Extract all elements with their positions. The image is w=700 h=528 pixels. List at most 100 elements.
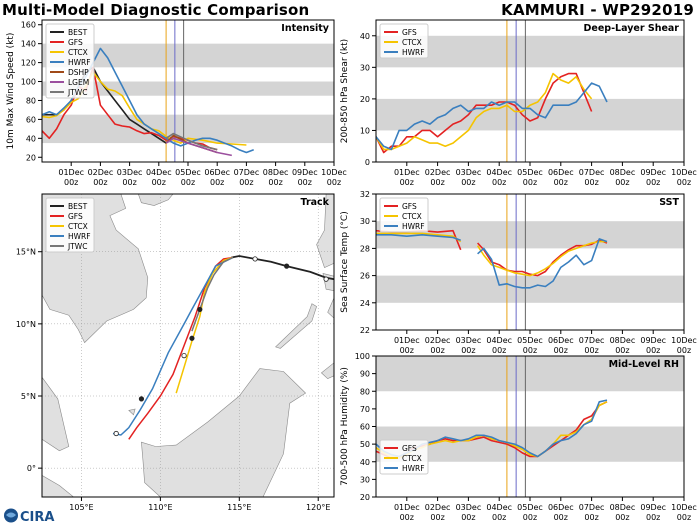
rh-xtick-label: 04Dec: [486, 503, 512, 512]
cira-logo-text: CIRA: [20, 510, 54, 524]
intensity-xtick-label: 10Dec: [321, 168, 347, 177]
palawan: [275, 303, 317, 349]
intensity-legend-label-gfs: GFS: [68, 38, 83, 47]
intensity-xtick-sublabel: 00z: [327, 178, 341, 187]
intensity-legend-label-best: BEST: [68, 28, 88, 37]
shear-legend-label-ctcx: CTCX: [402, 38, 422, 47]
intensity-xtick-label: 07Dec: [234, 168, 260, 177]
intensity-ytick-label: 40: [26, 134, 36, 143]
shear-xtick-label: 01Dec: [394, 168, 420, 177]
intensity-panel: 2040608010012014016001Dec00z02Dec00z03De…: [6, 19, 347, 187]
sst-legend-label-ctcx: CTCX: [402, 212, 422, 221]
intensity-ytick-label: 100: [21, 78, 36, 87]
sst-xtick-sublabel: 00z: [400, 346, 414, 355]
shear-series-hwrf-2: [376, 82, 608, 151]
shear-title: Deep-Layer Shear: [584, 23, 680, 34]
shear-xtick-label: 09Dec: [640, 168, 666, 177]
storm-title: KAMMURI - WP292019: [501, 1, 694, 19]
intensity-ytick-label: 60: [26, 115, 36, 124]
intensity-ytick-label: 20: [26, 153, 36, 162]
rh-xtick-label: 07Dec: [579, 503, 605, 512]
rh-xtick-label: 10Dec: [671, 503, 697, 512]
cira-logo: CIRA: [3, 507, 65, 525]
sulu-islands: [320, 362, 334, 380]
borneo: [141, 368, 307, 497]
track-jtwc: [191, 256, 234, 332]
intensity-xtick-sublabel: 00z: [239, 178, 253, 187]
intensity-xtick-sublabel: 00z: [181, 178, 195, 187]
shear-xtick-label: 07Dec: [579, 168, 605, 177]
shear-series: [376, 72, 608, 154]
shear-xtick-label: 08Dec: [610, 168, 636, 177]
shear-xtick-label: 10Dec: [671, 168, 697, 177]
rh-xtick-sublabel: 00z: [523, 513, 537, 522]
luzon: [316, 194, 334, 269]
panay-west: [327, 297, 334, 319]
rh-ytick-label: 30: [360, 475, 370, 484]
shear-ylabel: 200-850 hPa Shear (kt): [340, 39, 350, 143]
rh-band-1: [376, 356, 684, 392]
rh-xtick-label: 02Dec: [425, 503, 451, 512]
shear-xtick-sublabel: 00z: [461, 178, 475, 187]
track-ytick-label: 10°N: [16, 320, 36, 329]
intensity-xtick-label: 03Dec: [117, 168, 143, 177]
intensity-series-lgem-5: [165, 137, 232, 157]
sst-ylabel: Sea Surface Temp (°C): [340, 211, 350, 312]
sst-xtick-sublabel: 00z: [523, 346, 537, 355]
sst-ytick-label: 28: [360, 244, 370, 253]
sumatra: [42, 475, 75, 497]
track-legend-label-best: BEST: [68, 202, 88, 211]
sst-xtick-sublabel: 00z: [677, 346, 691, 355]
intensity-legend-label-jtwc: JTWC: [67, 88, 87, 97]
shear-xtick-label: 04Dec: [486, 168, 512, 177]
intensity-ytick-label: 160: [21, 21, 36, 30]
sst-xtick-sublabel: 00z: [646, 346, 660, 355]
rh-ytick-label: 100: [355, 352, 370, 361]
rh-xtick-sublabel: 00z: [430, 513, 444, 522]
sst-xtick-sublabel: 00z: [492, 346, 506, 355]
shear-xtick-sublabel: 00z: [615, 178, 629, 187]
intensity-ylabel: 10m Max Wind Speed (kt): [6, 33, 16, 150]
intensity-series-hwrf-3: [42, 47, 254, 154]
intensity-xtick-sublabel: 00z: [298, 178, 312, 187]
sst-xtick-label: 02Dec: [425, 336, 451, 345]
intensity-xtick-sublabel: 00z: [152, 178, 166, 187]
intensity-legend-label-dshp: DSHP: [68, 68, 89, 77]
sst-series-ctcx-3: [476, 240, 607, 277]
sst-xtick-sublabel: 00z: [430, 346, 444, 355]
shear-legend-label-gfs: GFS: [402, 28, 417, 37]
shear-xtick-sublabel: 00z: [554, 178, 568, 187]
shear-panel: 01020304001Dec00z02Dec00z03Dec00z04Dec00…: [340, 19, 697, 187]
sst-series-ctcx-2: [376, 232, 462, 243]
track-hwrf: [112, 256, 234, 436]
rh-ytick-label: 40: [360, 458, 370, 467]
intensity-xtick-label: 04Dec: [146, 168, 172, 177]
sst-ytick-label: 22: [360, 326, 370, 335]
track-series: [112, 255, 334, 440]
rh-xtick-sublabel: 00z: [461, 513, 475, 522]
rh-xtick-sublabel: 00z: [400, 513, 414, 522]
track-title: Track: [301, 197, 330, 208]
sst-legend-label-gfs: GFS: [402, 202, 417, 211]
shear-xtick-label: 05Dec: [517, 168, 543, 177]
track-panel: 105°E 110°E 115°E 120°E 0° 5°N 10°N 15°N Track BE…: [16, 193, 335, 512]
track-marker-hwrf-1: [138, 396, 145, 402]
track-legend-label-jtwc: JTWC: [67, 242, 87, 251]
shear-ytick-label: 40: [360, 32, 370, 41]
sst-series-hwrf-5: [477, 238, 608, 289]
track-xtick-label: 105°E: [69, 503, 93, 512]
shear-ytick-label: 10: [360, 126, 370, 135]
shear-ytick-label: 0: [365, 158, 370, 167]
hainan: [137, 194, 174, 206]
track-frame: [41, 193, 335, 498]
rh-ytick-label: 90: [360, 370, 370, 379]
intensity-series-best-0: [42, 66, 167, 144]
rh-ytick-label: 70: [360, 405, 370, 414]
malay-peninsula: [42, 376, 70, 452]
track-gfs: [128, 256, 234, 440]
rh-xtick-sublabel: 00z: [646, 513, 660, 522]
intensity-ytick-label: 80: [26, 96, 36, 105]
sst-xtick-sublabel: 00z: [554, 346, 568, 355]
rh-xtick-sublabel: 00z: [615, 513, 629, 522]
track-best: [231, 255, 334, 281]
